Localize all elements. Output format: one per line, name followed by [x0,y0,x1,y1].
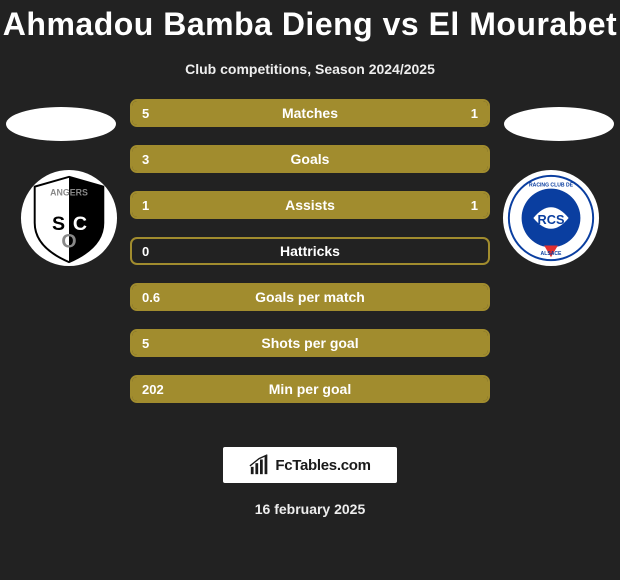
svg-text:RCS: RCS [538,212,565,227]
date-label: 16 february 2025 [0,501,620,517]
stat-label: Goals [132,151,488,167]
stat-bar: 0.6Goals per match [130,283,490,311]
svg-text:O: O [61,230,76,252]
stat-bars-container: 51Matches 3Goals 11Assists 0Hattricks 0.6Goa… [130,99,490,421]
stat-bar: 3Goals [130,145,490,173]
stat-bar: 5Shots per goal [130,329,490,357]
stat-bar: 0Hattricks [130,237,490,265]
svg-text:ANGERS: ANGERS [50,187,88,197]
right-team-badge: RCS RACING CLUB DE ALSACE [502,169,600,267]
subtitle: Club competitions, Season 2024/2025 [0,61,620,77]
stat-label: Shots per goal [132,335,488,351]
fctables-logo[interactable]: FcTables.com [223,447,397,483]
svg-text:RACING CLUB DE: RACING CLUB DE [529,183,574,189]
stat-bar: 51Matches [130,99,490,127]
chart-icon [249,454,271,476]
page-title: Ahmadou Bamba Dieng vs El Mourabet [0,0,620,43]
fctables-logo-text: FcTables.com [275,457,370,474]
stat-label: Hattricks [132,243,488,259]
svg-text:ALSACE: ALSACE [541,251,562,257]
right-player-ellipse [504,107,614,141]
left-player-ellipse [6,107,116,141]
stat-label: Goals per match [132,289,488,305]
stat-bar: 202Min per goal [130,375,490,403]
stat-label: Assists [132,197,488,213]
left-team-badge: ANGERS S C O [20,169,118,267]
comparison-panel: ANGERS S C O RCS RACING CLUB DE ALSACE 5… [0,99,620,429]
stat-bar: 11Assists [130,191,490,219]
stat-label: Matches [132,105,488,121]
stat-label: Min per goal [132,381,488,397]
